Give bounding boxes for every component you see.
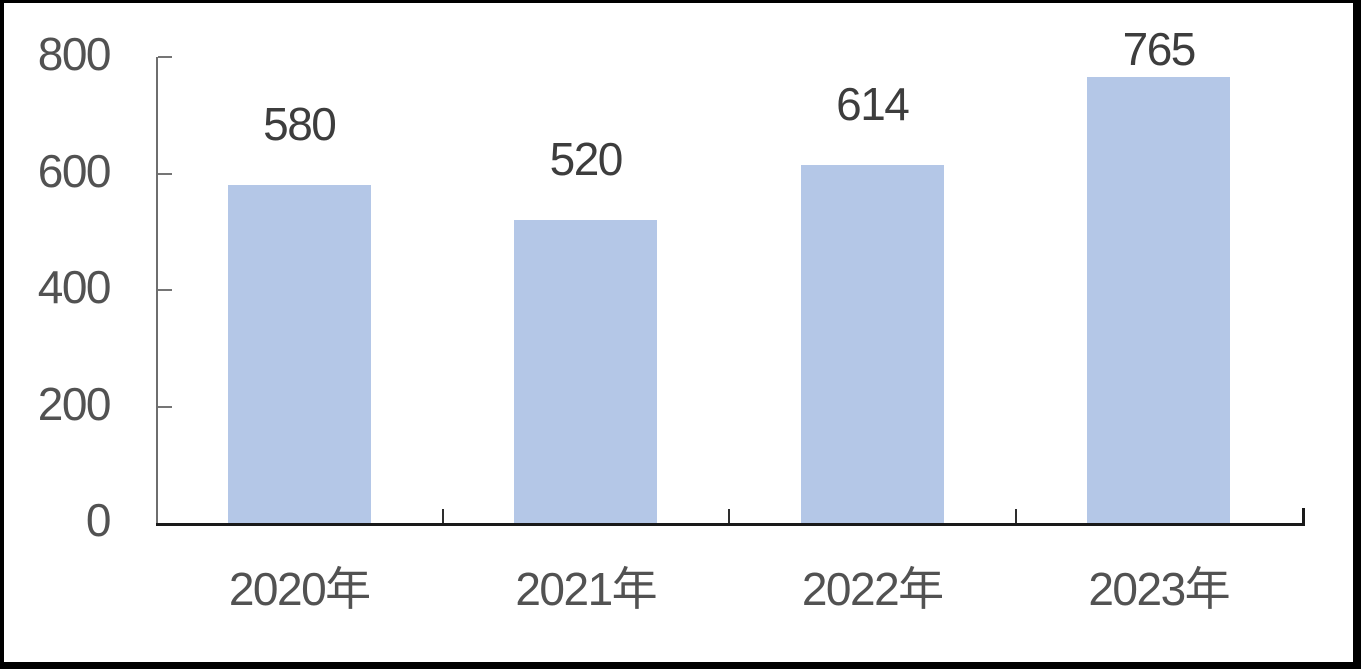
y-axis-tick	[158, 289, 172, 291]
x-axis-end-tick	[1302, 508, 1305, 523]
frame-border-top	[0, 0, 1361, 3]
data-label: 765	[1122, 23, 1197, 75]
y-axis-tick	[158, 405, 172, 408]
x-axis-tick	[728, 509, 730, 523]
y-axis-tick-label: 400	[37, 261, 112, 313]
bar-2022年	[800, 165, 944, 523]
x-axis-category-label: 2020年	[228, 563, 371, 615]
y-axis-tick-label: 200	[37, 377, 112, 430]
y-axis-line	[156, 57, 158, 523]
y-axis-tick	[158, 172, 172, 175]
x-axis-category-label: 2021年	[515, 563, 657, 615]
data-label: 520	[549, 133, 624, 186]
data-label: 614	[836, 78, 910, 131]
y-axis-tick-label: 800	[37, 28, 112, 80]
bar-2021年	[514, 220, 658, 523]
y-axis-tick-label: 600	[37, 144, 112, 197]
y-axis-tick	[158, 56, 172, 58]
y-axis-tick-label: 0	[85, 494, 112, 546]
x-axis-line	[156, 523, 1305, 526]
x-axis-category-label: 2023年	[1088, 563, 1230, 615]
frame-border-right	[1353, 0, 1361, 669]
x-axis-category-label: 2022年	[801, 563, 944, 615]
x-axis-tick	[1014, 509, 1017, 523]
frame-border-left	[0, 0, 4, 669]
bar-2020年	[227, 185, 371, 523]
frame-border-bottom	[0, 662, 1361, 669]
bar-2023年	[1087, 77, 1231, 523]
x-axis-tick	[441, 509, 444, 523]
data-label: 580	[263, 98, 337, 151]
